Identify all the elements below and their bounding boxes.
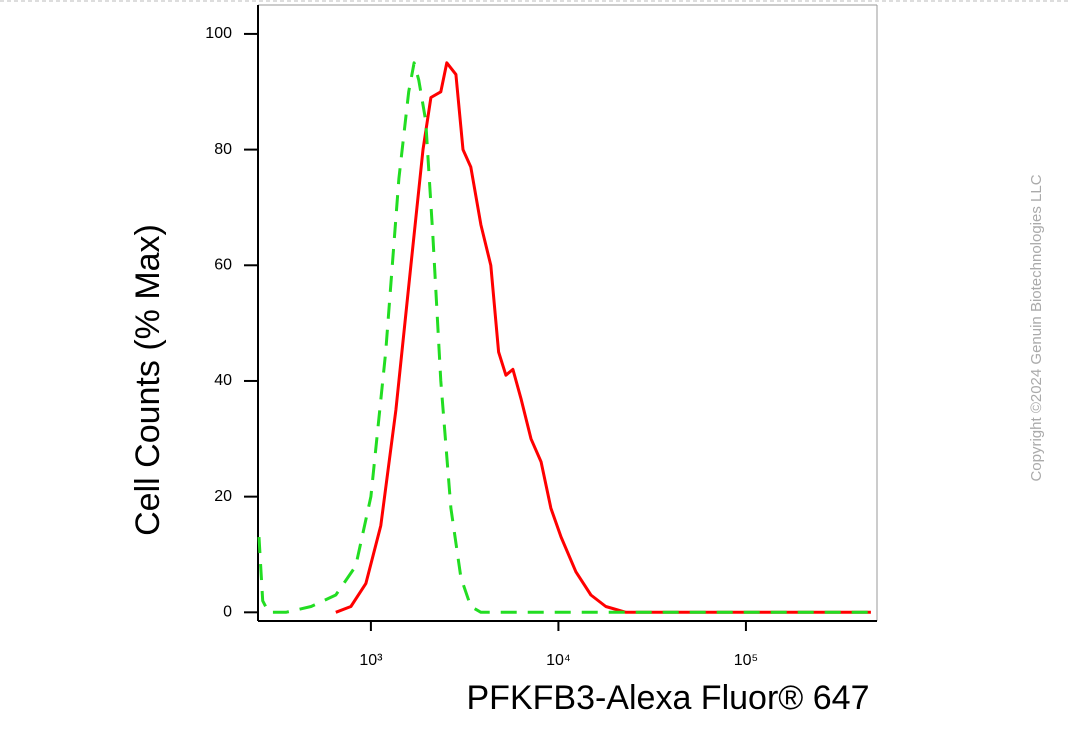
x-tick-label: 10³ (359, 652, 383, 669)
y-tick-label: 40 (214, 372, 232, 389)
y-tick-label: 100 (205, 25, 232, 42)
y-tick-label: 0 (223, 604, 232, 621)
watermark: Copyright ©2024 Genuin Biotechnologies L… (1028, 174, 1045, 481)
x-tick-label: 10⁵ (734, 652, 758, 669)
x-tick-label: 10⁴ (546, 652, 571, 669)
x-axis-label: PFKFB3-Alexa Fluor® 647 (467, 679, 870, 717)
y-axis-label: Cell Counts (% Max) (129, 224, 167, 536)
y-tick-label: 80 (214, 141, 232, 158)
y-tick-label: 60 (214, 257, 232, 274)
series-line (335, 61, 871, 614)
y-tick-label: 20 (214, 488, 232, 505)
series-line (257, 61, 871, 614)
